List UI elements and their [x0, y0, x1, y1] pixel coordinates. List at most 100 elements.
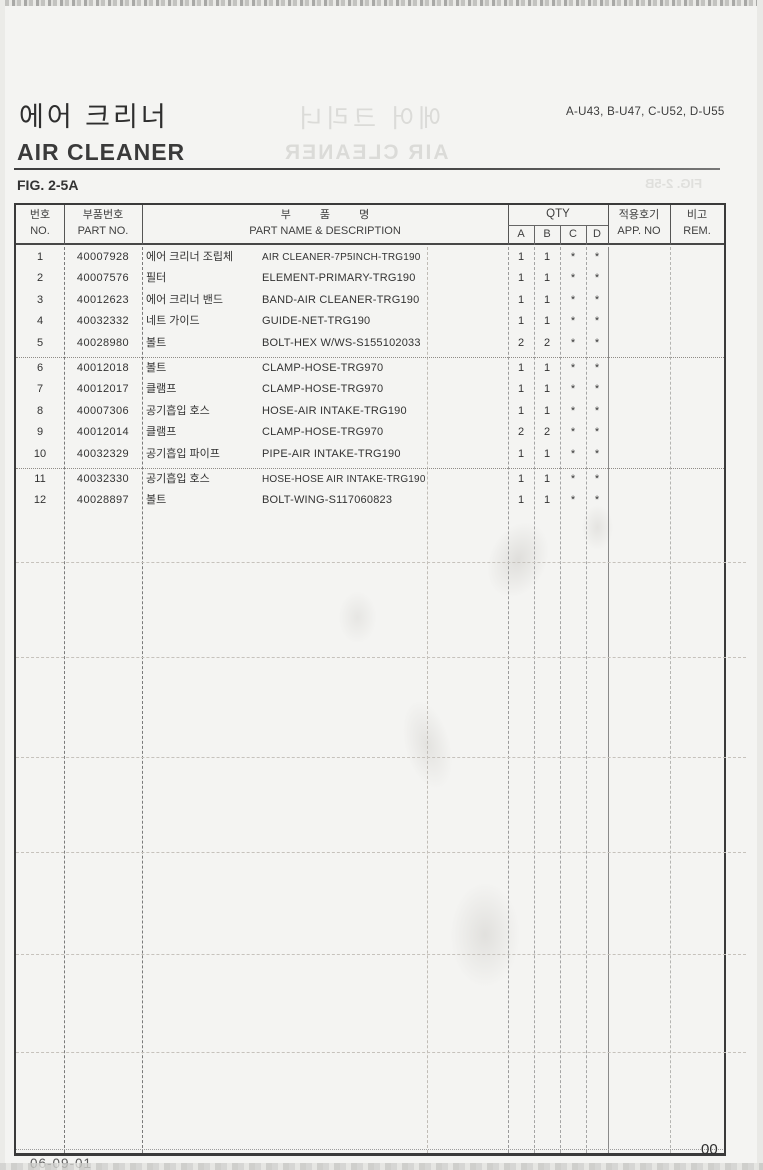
cell-qty-a: 1 [517, 404, 525, 417]
table-row: 3 40012623 에어 크리너 밴드 BAND-AIR CLEANER-TR… [16, 290, 724, 311]
cell-description: AIR CLEANER-7P5INCH-TRG190 [262, 252, 421, 263]
cell-part-no: 40007576 [76, 272, 130, 285]
table-row: 6 40012018 볼트 CLAMP-HOSE-TRG970 1 1 * * [16, 356, 724, 379]
cell-qty-a: 1 [517, 472, 525, 485]
parts-table: 번호 NO. 부품번호 PART NO. 부 품 명 PART NAME & D… [14, 203, 746, 1156]
cell-qty-a: 1 [517, 272, 525, 285]
cell-description: BOLT-WING-S117060823 [262, 494, 393, 507]
header-part-no-english: PART NO. [77, 225, 129, 237]
header-part-name-english: PART NAME & DESCRIPTION [249, 225, 401, 237]
cell-qty-b: 2 [543, 426, 551, 439]
footer-page-number: 00 [701, 1141, 718, 1158]
body-column-line [586, 247, 587, 1153]
table-row: 11 40032330 공기흡입 호스 HOSE-HOSE AIR INTAKE… [16, 467, 724, 490]
cell-description: PIPE-AIR INTAKE-TRG190 [262, 447, 401, 460]
table-row: 2 40007576 필터 ELEMENT-PRIMARY-TRG190 1 1… [16, 268, 724, 289]
table-row: 5 40028980 볼트 BOLT-HEX W/WS-S155102033 2… [16, 333, 724, 354]
header-app-no-english: APP. NO [617, 225, 661, 237]
cell-qty-d: * [594, 447, 600, 460]
cell-qty-b: 1 [543, 447, 551, 460]
cell-qty-c: * [570, 293, 576, 306]
cell-qty-d: * [594, 426, 600, 439]
body-column-line [608, 247, 609, 1153]
cell-name-korean: 에어 크리너 조립체 [146, 251, 234, 263]
cell-qty-d: * [594, 336, 600, 349]
body-column-line [670, 247, 671, 1153]
header-no: 번호 NO. [16, 205, 64, 238]
cell-name-korean: 공기흡입 호스 [146, 404, 210, 417]
page-title-korean: 에어 크리너 [19, 102, 169, 132]
header-divider [14, 168, 720, 170]
cell-part-no: 40028980 [76, 336, 130, 349]
header-part-no: 부품번호 PART NO. [64, 205, 142, 238]
header-qty-c: C [569, 228, 577, 240]
cell-qty-b: 1 [543, 404, 551, 417]
ghost-title-korean: 에어 크리너 [295, 105, 441, 133]
cell-part-no: 40032329 [76, 447, 130, 460]
cell-no: 7 [36, 383, 44, 396]
column-divider [142, 205, 143, 245]
body-column-line [142, 247, 143, 1153]
cell-qty-a: 1 [517, 361, 525, 374]
table-header: 번호 NO. 부품번호 PART NO. 부 품 명 PART NAME & D… [16, 205, 724, 245]
cell-qty-b: 1 [543, 494, 551, 507]
cell-description: BAND-AIR CLEANER-TRG190 [262, 293, 420, 306]
header-app-no: 적용호기 APP. NO [608, 205, 670, 238]
table-row: 7 40012017 클램프 CLAMP-HOSE-TRG970 1 1 * * [16, 379, 724, 400]
cell-qty-a: 2 [517, 426, 525, 439]
cell-part-no: 40028897 [76, 494, 130, 507]
column-divider [670, 205, 671, 245]
cell-description: HOSE-HOSE AIR INTAKE-TRG190 [262, 473, 426, 485]
header-part-name-korean: 부 품 명 [280, 209, 370, 221]
header-qty: QTY [546, 208, 570, 220]
header-part-name: 부 품 명 PART NAME & DESCRIPTION [142, 205, 508, 238]
cell-qty-b: 1 [543, 293, 551, 306]
cell-qty-c: * [570, 494, 576, 507]
qty-sub-divider [560, 225, 561, 245]
cell-qty-b: 2 [543, 336, 551, 349]
cell-qty-b: 1 [543, 361, 551, 374]
cell-description: CLAMP-HOSE-TRG970 [262, 426, 384, 439]
cell-part-no: 40007928 [76, 251, 130, 263]
ghost-rule-line [16, 954, 746, 955]
cell-part-no: 40012017 [76, 383, 130, 396]
cell-no: 8 [36, 404, 44, 417]
cell-no: 10 [33, 447, 47, 460]
table-row: 1 40007928 에어 크리너 조립체 AIR CLEANER-7P5INC… [16, 247, 724, 268]
cell-name-korean: 필터 [146, 272, 167, 285]
header-rem: 비고 REM. [670, 205, 724, 238]
ghost-diagram-smudge [435, 860, 535, 1010]
ghost-rule-line [16, 562, 746, 563]
cell-name-korean: 클램프 [146, 426, 177, 439]
cell-qty-c: * [570, 251, 576, 263]
cell-qty-b: 1 [543, 315, 551, 328]
column-divider [64, 205, 65, 245]
body-column-line [508, 247, 509, 1153]
cell-qty-c: * [570, 336, 576, 349]
body-column-line [64, 247, 65, 1153]
cell-description: ELEMENT-PRIMARY-TRG190 [262, 272, 416, 285]
qty-sub-divider [586, 225, 587, 245]
ghost-title-english: AIR CLEANER [283, 141, 449, 164]
cell-qty-d: * [594, 383, 600, 396]
column-divider [608, 205, 609, 245]
cell-qty-d: * [594, 272, 600, 285]
body-column-line [560, 247, 561, 1153]
cell-no: 6 [36, 361, 44, 374]
cell-qty-c: * [570, 447, 576, 460]
cell-part-no: 40032330 [76, 472, 130, 485]
scan-edge-top [0, 0, 763, 6]
table-row: 9 40012014 클램프 CLAMP-HOSE-TRG970 2 2 * * [16, 422, 724, 443]
cell-qty-d: * [594, 315, 600, 328]
cell-name-korean: 볼트 [146, 361, 167, 374]
cell-no: 12 [33, 494, 47, 507]
header-no-korean: 번호 [29, 209, 51, 221]
ghost-rule-line [16, 1052, 746, 1053]
scan-edge-left [0, 0, 5, 1170]
cell-qty-a: 1 [517, 383, 525, 396]
header-app-no-korean: 적용호기 [618, 209, 660, 221]
scan-edge-right [757, 0, 763, 1170]
cell-qty-b: 1 [543, 251, 551, 263]
cell-description: CLAMP-HOSE-TRG970 [262, 383, 384, 396]
table-body: 1 40007928 에어 크리너 조립체 AIR CLEANER-7P5INC… [16, 247, 724, 512]
